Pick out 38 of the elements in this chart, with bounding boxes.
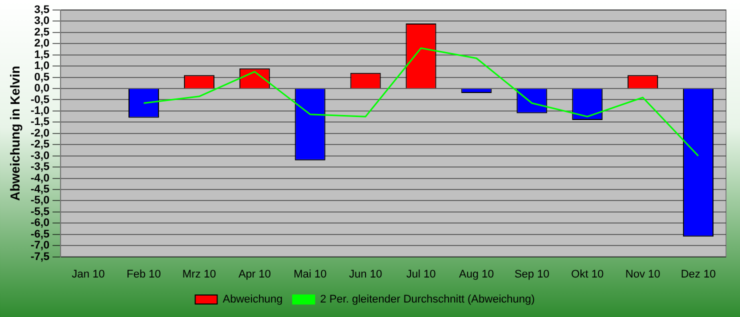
y-tick-label: 3,5 bbox=[34, 4, 50, 16]
y-tick-label: 0,0 bbox=[34, 82, 50, 95]
y-tick-label: -3,5 bbox=[30, 161, 50, 174]
y-axis-title: Abweichung in Kelvin bbox=[7, 66, 22, 201]
x-tick-label: Jun 10 bbox=[349, 268, 382, 280]
y-tick-label: -4,0 bbox=[30, 172, 50, 184]
y-tick-label: -7,0 bbox=[30, 240, 50, 252]
x-tick-label: Mai 10 bbox=[294, 268, 327, 280]
y-tick-label: -6,5 bbox=[30, 228, 50, 240]
x-tick-label: Jul 10 bbox=[406, 268, 436, 280]
y-tick-label: -3,0 bbox=[30, 150, 50, 162]
y-tick-label: -2,5 bbox=[30, 138, 50, 151]
x-tick-label: Aug 10 bbox=[459, 268, 494, 280]
y-tick-label: -4,5 bbox=[30, 184, 50, 196]
y-tick-label: 1,0 bbox=[34, 60, 50, 72]
x-tick-label: Feb 10 bbox=[126, 268, 161, 280]
y-tick-label: -5,5 bbox=[30, 206, 50, 218]
legend-label: Abweichung bbox=[222, 294, 283, 306]
x-tick-label: Dez 10 bbox=[680, 268, 716, 280]
y-tick-label: -0,5 bbox=[30, 94, 50, 106]
x-tick-label: Apr 10 bbox=[238, 268, 271, 280]
y-tick-label: -6,0 bbox=[30, 217, 50, 230]
y-tick-label: -2,0 bbox=[30, 127, 50, 140]
y-tick-label: 3,0 bbox=[34, 15, 50, 28]
y-tick-label: 1,5 bbox=[34, 48, 50, 61]
x-tick-label: Mrz 10 bbox=[182, 268, 216, 280]
y-tick-label: -1,5 bbox=[30, 116, 50, 128]
x-tick-label: Okt 10 bbox=[571, 268, 604, 280]
y-tick-label: 2,0 bbox=[34, 38, 50, 50]
x-tick-label: Nov 10 bbox=[625, 268, 660, 280]
y-tick-label: 2,5 bbox=[34, 26, 50, 38]
x-tick-label: Sep 10 bbox=[514, 268, 550, 280]
x-tick-label: Jan 10 bbox=[72, 268, 105, 280]
y-tick-label: 0,5 bbox=[34, 71, 50, 84]
y-tick-label: -1,0 bbox=[30, 104, 50, 117]
legend-label: 2 Per. gleitender Durchschnitt (Abweichung) bbox=[320, 294, 535, 306]
y-tick-label: -5,0 bbox=[30, 194, 50, 207]
y-tick-label: -7,5 bbox=[30, 250, 50, 263]
